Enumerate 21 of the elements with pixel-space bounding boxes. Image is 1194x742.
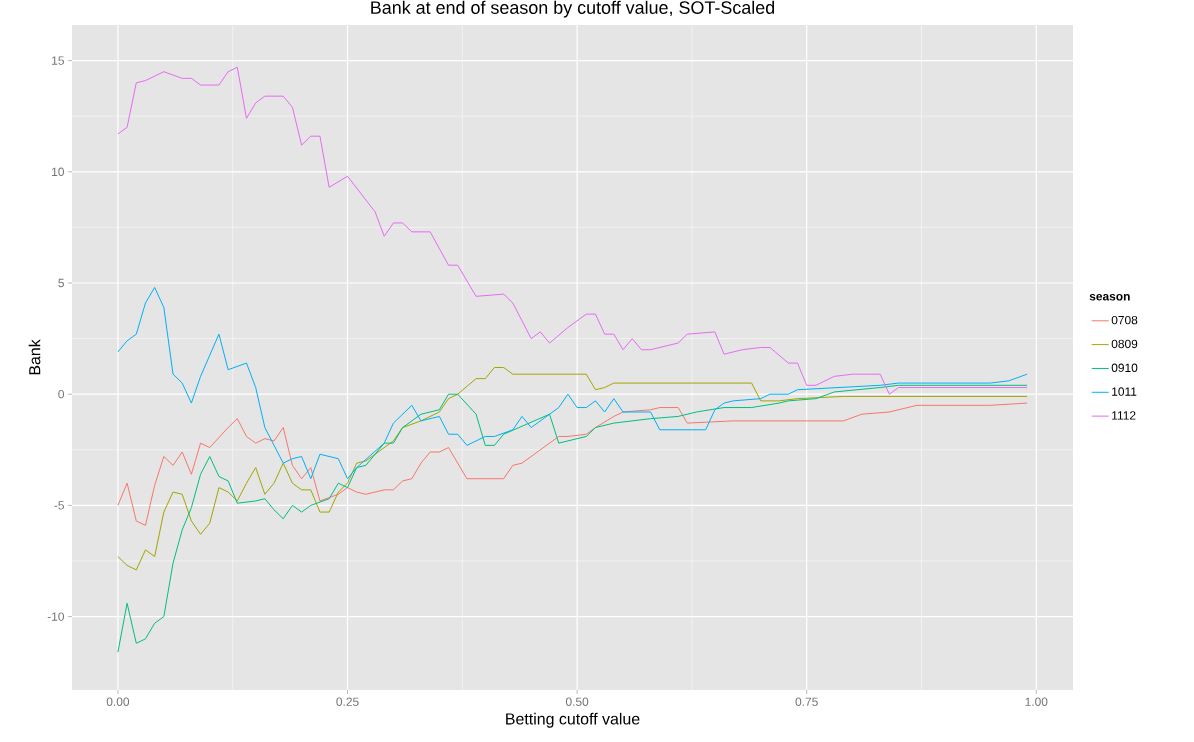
y-tick-label: 10 [52,167,65,177]
legend-label: 1011 [1112,387,1137,396]
x-tick-label: 1.00 [1025,697,1048,706]
y-tick-label: 0 [58,389,65,399]
x-tick-label: 0.50 [565,697,589,706]
y-tick-label: 5 [58,278,64,288]
y-tick-label: -10 [47,612,65,621]
legend-label: 0910 [1111,363,1138,372]
y-axis-title: Bank [28,339,41,375]
x-tick-label: 0.25 [336,697,359,706]
legend-label: 0809 [1111,339,1138,349]
y-tick-label: -5 [54,501,64,510]
chart-title: Bank at end of season by cutoff value, SOT-Scaled [371,0,775,18]
x-axis-title: Betting cutoff value [506,712,640,728]
x-tick-label: 0.00 [106,697,130,706]
x-tick-label: 0.75 [795,697,818,706]
y-tick-label: 15 [52,56,64,65]
legend-title: season [1089,293,1130,301]
line-series [117,384,1028,653]
legend-label: 1112 [1112,411,1136,420]
legend-label: 0708 [1111,315,1138,325]
